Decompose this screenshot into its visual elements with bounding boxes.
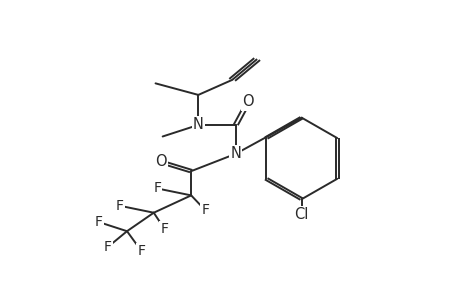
Text: F: F (201, 203, 209, 218)
Text: F: F (153, 182, 161, 196)
Text: O: O (155, 154, 166, 169)
Text: Cl: Cl (294, 207, 308, 222)
Text: F: F (94, 215, 102, 229)
Text: F: F (137, 244, 145, 258)
Text: O: O (242, 94, 253, 109)
Text: N: N (192, 117, 203, 132)
Text: N: N (230, 146, 241, 161)
Text: F: F (116, 199, 123, 213)
Text: F: F (160, 222, 168, 236)
Text: F: F (103, 240, 111, 254)
